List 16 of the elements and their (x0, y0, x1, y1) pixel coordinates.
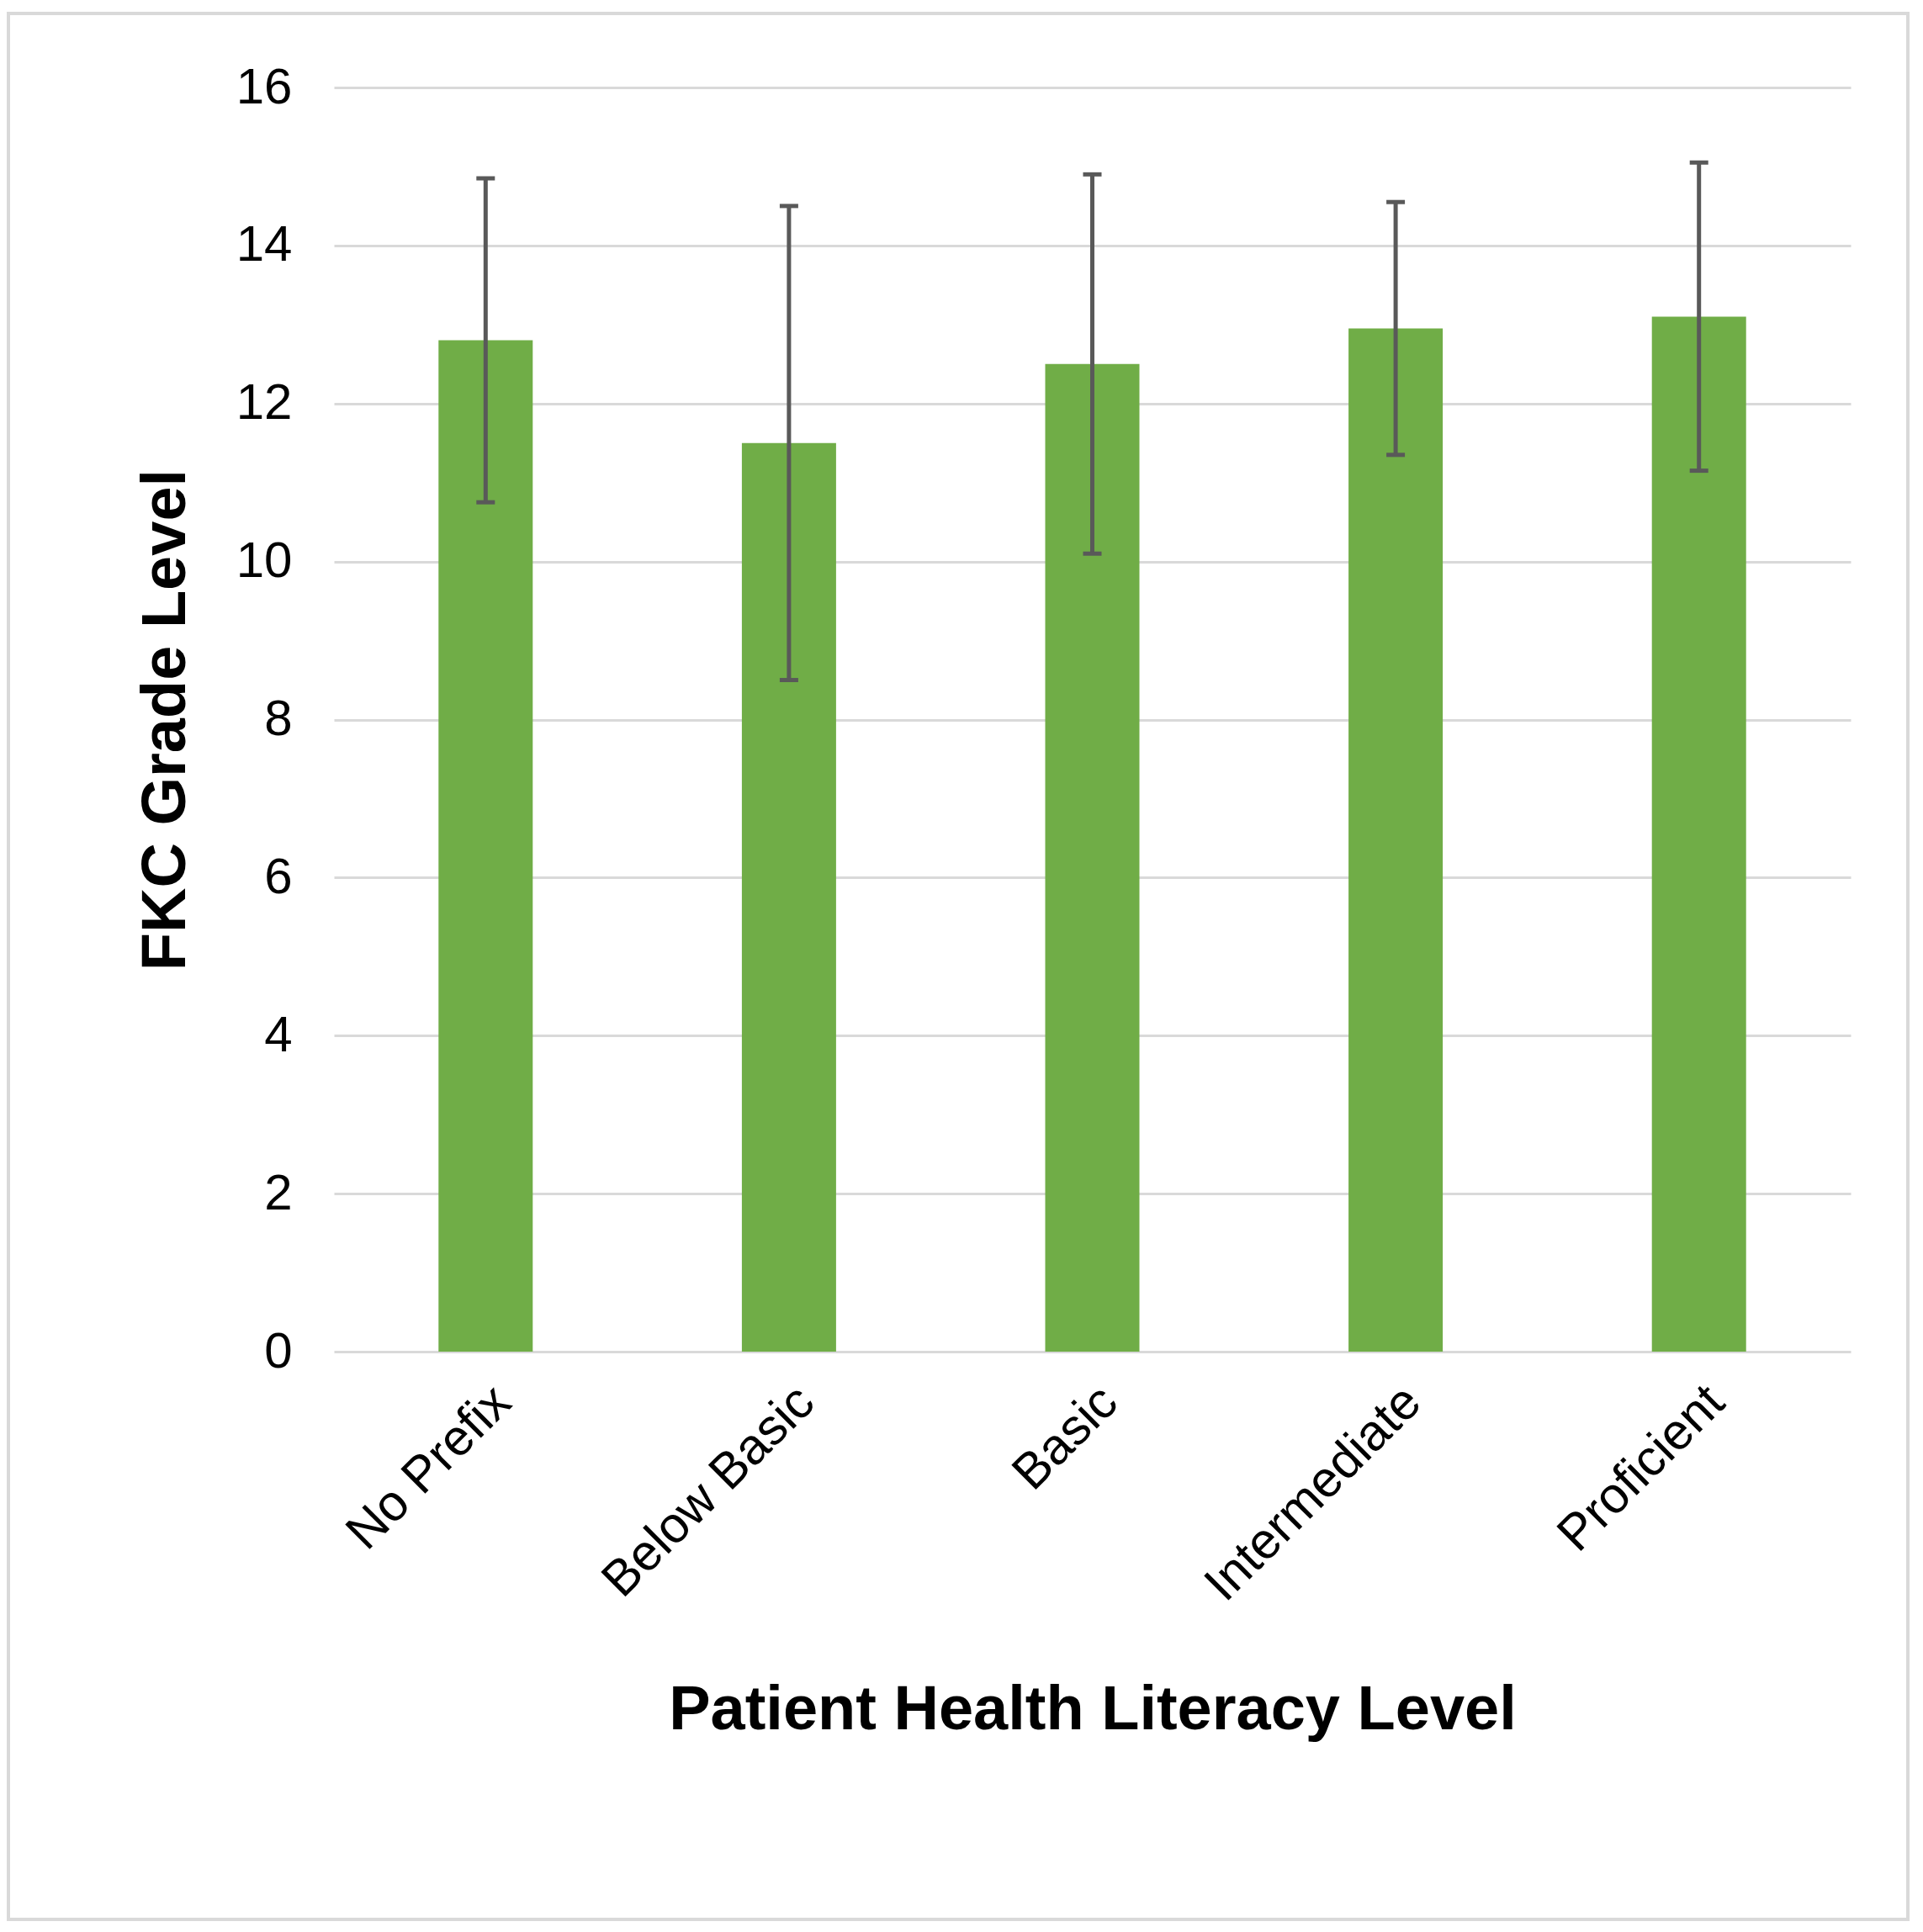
y-tick-label: 12 (236, 373, 293, 431)
bar (438, 340, 533, 1352)
bar (1045, 363, 1140, 1352)
bar (1348, 328, 1444, 1352)
x-axis-title: Patient Health Literacy Level (669, 1672, 1517, 1743)
y-tick-label: 2 (264, 1163, 293, 1220)
bar (741, 442, 836, 1352)
y-tick-label: 4 (264, 1005, 293, 1062)
y-axis-title: FKC Grade Level (128, 468, 199, 971)
y-tick-label: 6 (264, 847, 293, 904)
y-tick-label: 10 (236, 532, 293, 589)
y-tick-label: 8 (264, 690, 293, 746)
y-tick-label: 0 (264, 1321, 293, 1379)
bar (1651, 316, 1746, 1352)
y-tick-label: 14 (236, 215, 293, 273)
y-tick-label: 16 (236, 57, 293, 114)
